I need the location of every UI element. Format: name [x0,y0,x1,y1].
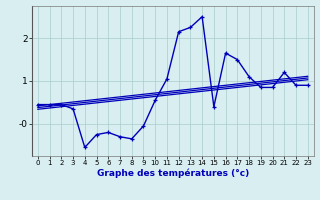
X-axis label: Graphe des températures (°c): Graphe des températures (°c) [97,169,249,178]
